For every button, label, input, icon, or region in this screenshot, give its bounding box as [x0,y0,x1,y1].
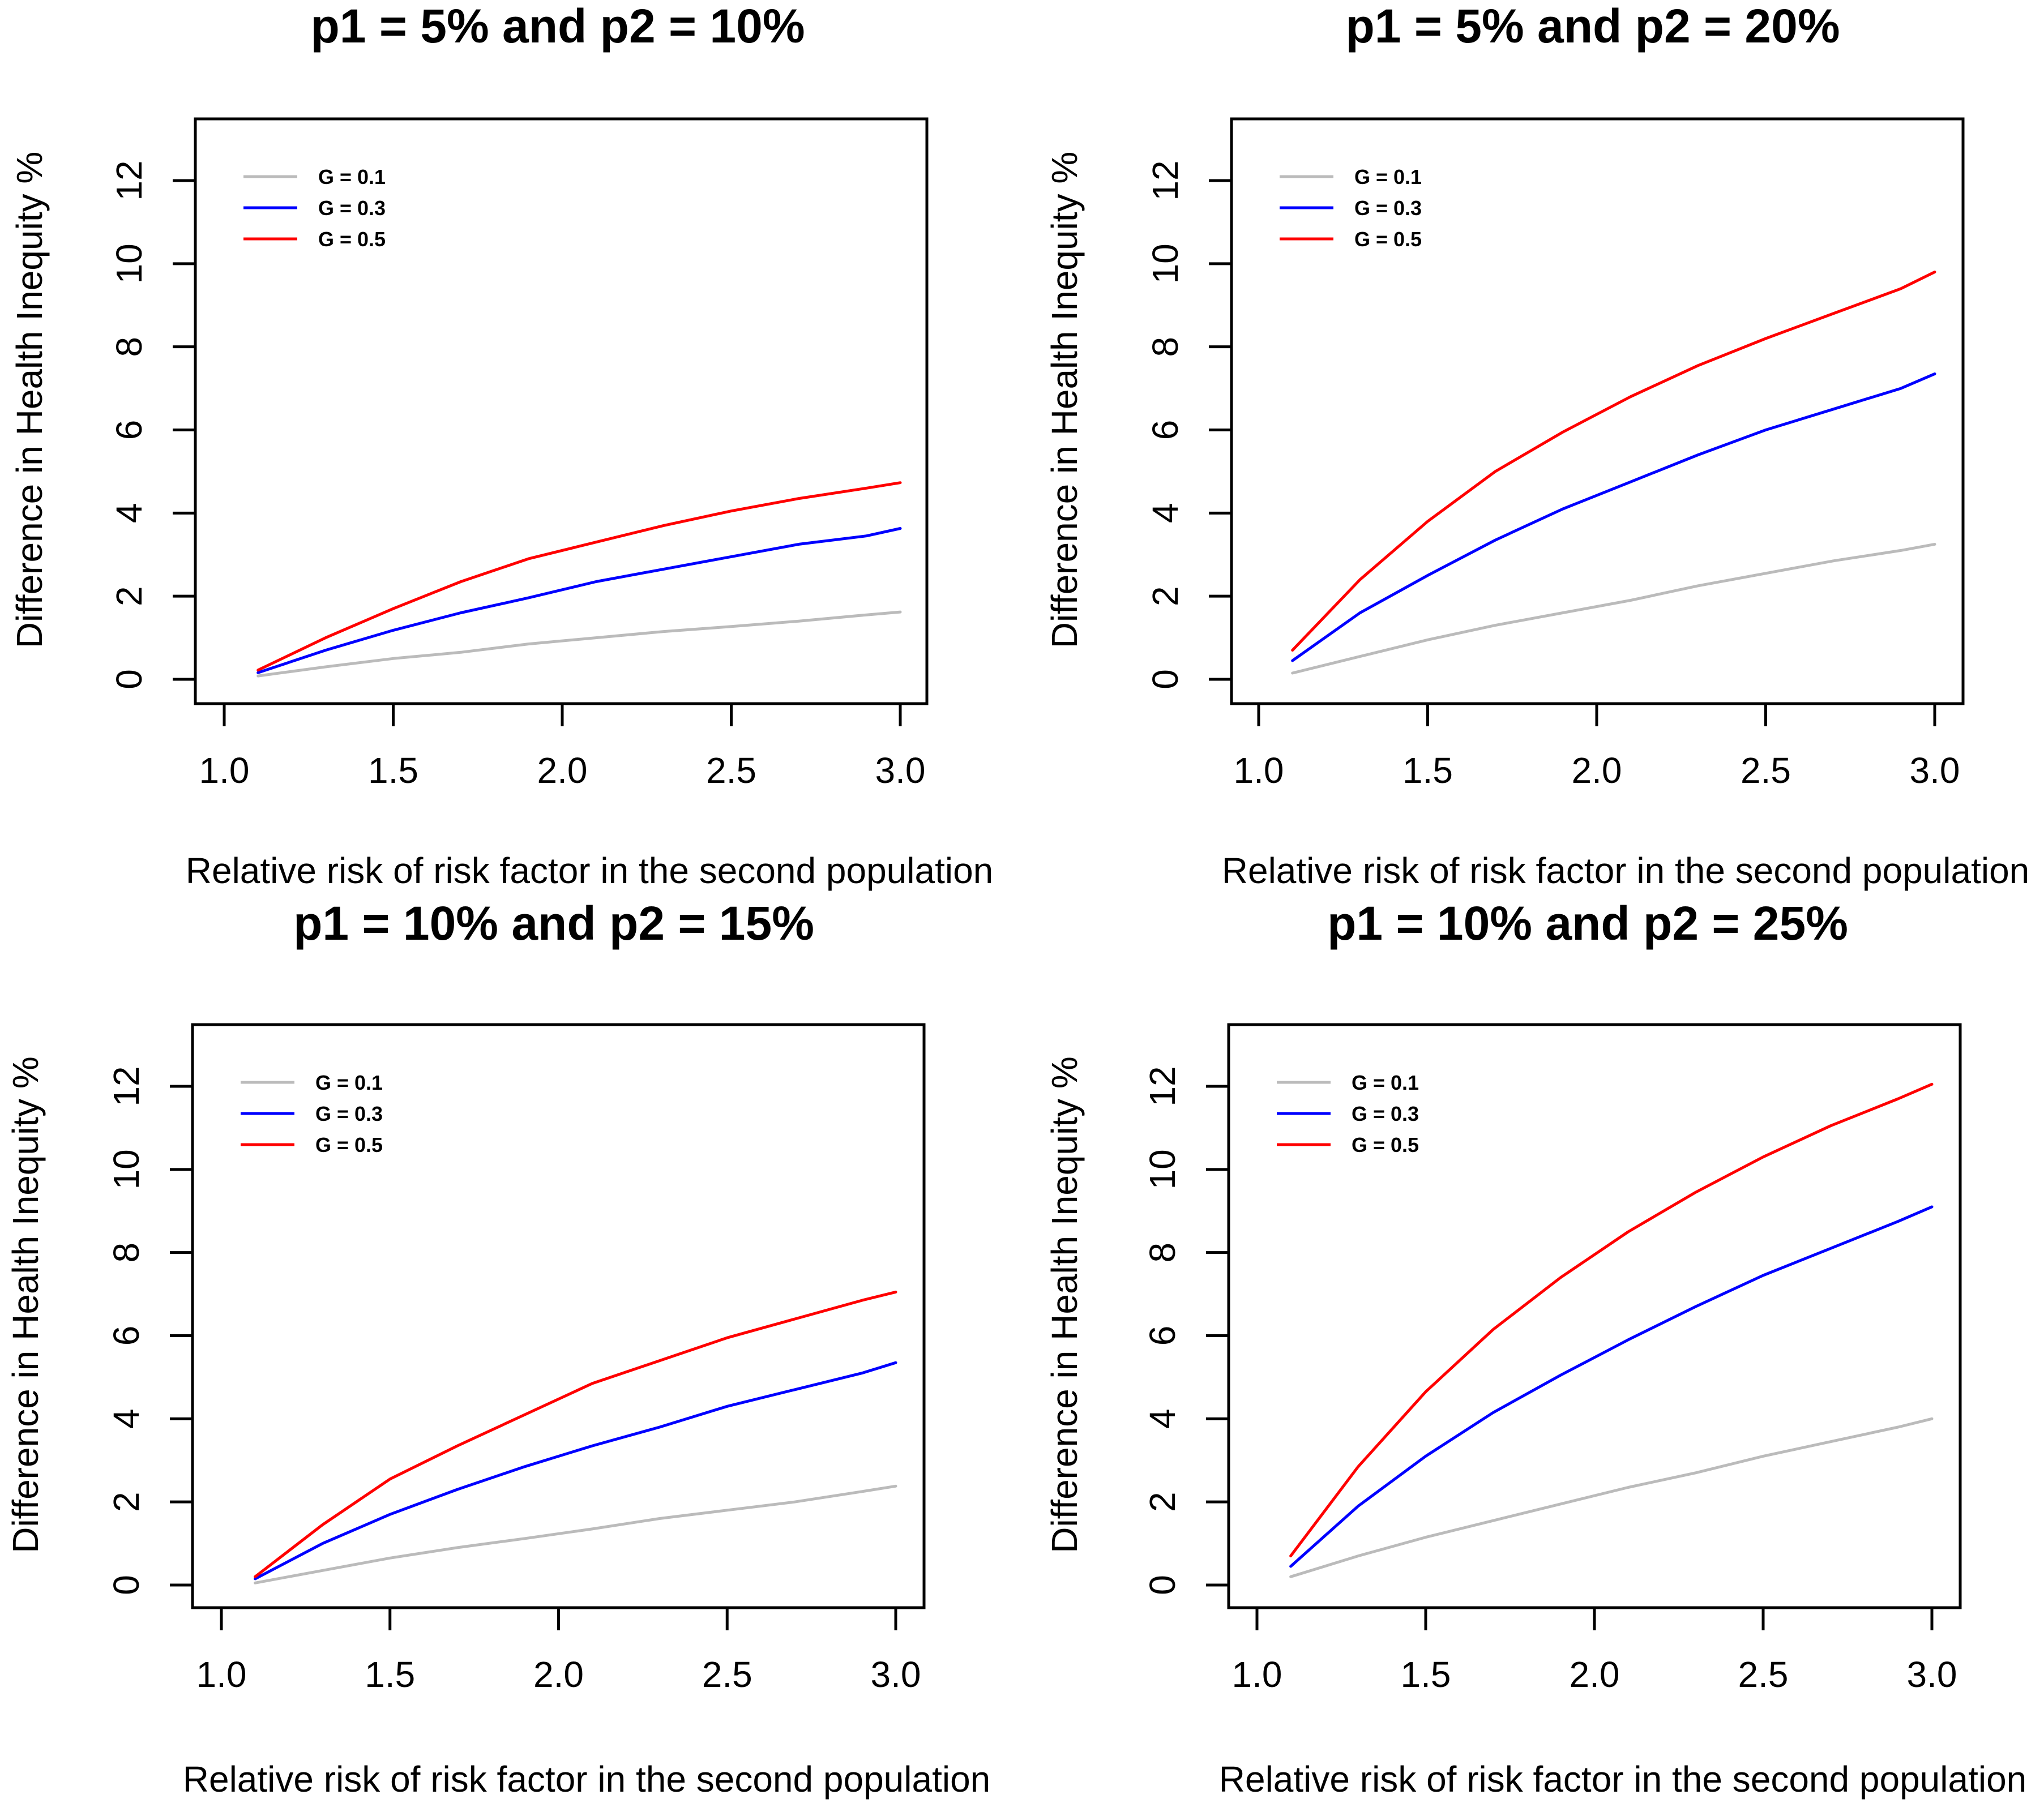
y-tick-label: 12 [1145,160,1186,200]
legend-label: G = 0.3 [315,1102,383,1125]
series-line-g-0-3 [254,1361,897,1581]
chart-panel-2: p1 = 5% and p2 = 20% 1.0 1.5 2.0 2.5 3.0 0 2 4 6 8… [1044,0,2029,891]
legend-label: G = 0.1 [315,1071,383,1094]
y-tick-label: 0 [106,1575,147,1595]
x-tick-label: 3.0 [875,750,926,791]
x-tick-label: 2.0 [1570,1654,1620,1695]
x-tick-label: 1.0 [199,750,250,791]
y-axis-label: Difference in Health Inequity % [1044,152,1085,649]
y-axis-label: Difference in Health Inequity % [1044,1056,1085,1553]
x-tick-label: 1.5 [368,750,418,791]
y-tick-label: 6 [109,420,149,440]
series-line-g-0-1 [254,1484,897,1584]
chart-panel-3: p1 = 10% and p2 = 15% 1.0 1.5 2.0 2.5 3.0 0 2 4 6… [5,897,990,1800]
y-tick-label: 6 [1145,420,1186,440]
series-line-g-0-5 [1289,1082,1934,1558]
y-axis-label: Difference in Health Inequity % [9,152,50,649]
chart-title: p1 = 5% and p2 = 20% [1345,0,1840,53]
x-tick-label: 1.0 [196,1654,247,1695]
x-tick-label: 1.0 [1232,1654,1282,1695]
series-line-g-0-1 [1289,1417,1934,1578]
x-axis-label: Relative risk of risk factor in the seco… [183,1759,991,1800]
y-tick-label: 10 [106,1149,147,1189]
chart-title: p1 = 5% and p2 = 10% [310,0,805,53]
x-tick-label: 2.0 [1572,750,1622,791]
legend-label: G = 0.5 [318,228,386,251]
chart-title: p1 = 10% and p2 = 25% [1327,897,1848,950]
y-tick-label: 8 [106,1243,147,1263]
y-tick-label: 4 [1142,1409,1183,1429]
y-tick-label: 0 [109,669,149,689]
legend-label: G = 0.5 [1352,1133,1419,1157]
series-line-g-0-5 [254,1290,897,1578]
series-line-g-0-3 [1291,372,1936,662]
x-tick-label: 1.5 [1402,750,1453,791]
y-tick-label: 8 [1145,337,1186,357]
y-tick-label: 10 [109,243,149,284]
y-tick-label: 2 [1142,1492,1183,1512]
x-tick-label: 2.0 [533,1654,584,1695]
chart-title: p1 = 10% and p2 = 15% [293,897,814,950]
y-tick-label: 10 [1145,243,1186,284]
y-tick-label: 12 [1142,1066,1183,1106]
legend-label: G = 0.3 [1354,196,1422,220]
y-tick-label: 6 [1142,1326,1183,1346]
y-tick-label: 12 [106,1066,147,1106]
y-tick-label: 10 [1142,1149,1183,1189]
y-tick-label: 6 [106,1326,147,1346]
series-line-g-0-5 [256,481,902,672]
x-tick-label: 2.5 [1741,750,1791,791]
y-tick-label: 2 [109,586,149,606]
x-tick-label: 1.5 [1401,1654,1451,1695]
plot-frame [194,117,929,705]
series-line-g-0-5 [1291,271,1936,652]
x-axis-label: Relative risk of risk factor in the seco… [186,850,994,891]
legend-label: G = 0.5 [1354,228,1422,251]
y-tick-label: 0 [1142,1575,1183,1595]
series-line-g-0-1 [256,610,902,678]
x-tick-label: 2.5 [1738,1654,1789,1695]
legend-label: G = 0.3 [1352,1102,1419,1125]
y-tick-label: 2 [1145,586,1186,606]
x-tick-label: 2.5 [702,1654,752,1695]
x-axis-label: Relative risk of risk factor in the seco… [1222,850,2030,891]
x-tick-label: 2.0 [537,750,588,791]
y-axis-label: Difference in Health Inequity % [5,1056,46,1553]
legend-label: G = 0.3 [318,196,386,220]
series-line-g-0-3 [256,527,902,674]
series-line-g-0-1 [1291,542,1936,675]
legend-label: G = 0.5 [315,1133,383,1157]
x-axis-label: Relative risk of risk factor in the seco… [1219,1759,2027,1800]
y-tick-label: 4 [1145,503,1186,524]
legend-label: G = 0.1 [318,165,386,189]
plot-frame [1227,1023,1962,1609]
x-tick-label: 3.0 [1910,750,1960,791]
x-tick-label: 1.0 [1234,750,1284,791]
series-line-g-0-3 [1289,1205,1934,1568]
y-tick-label: 4 [109,503,149,524]
plot-frame [191,1023,926,1609]
plot-frame [1230,117,1965,705]
chart-panel-1: p1 = 5% and p2 = 10% 1.0 1.5 2.0 2.5 3.0 0 2 4 6 8… [9,0,993,891]
y-tick-label: 0 [1145,669,1186,689]
legend-label: G = 0.1 [1354,165,1422,189]
chart-panel-4: p1 = 10% and p2 = 25% 1.0 1.5 2.0 2.5 3.0 0 2 4 6… [1044,897,2026,1800]
y-tick-label: 8 [1142,1243,1183,1263]
x-tick-label: 3.0 [1907,1654,1957,1695]
legend-label: G = 0.1 [1352,1071,1419,1094]
x-tick-label: 1.5 [365,1654,415,1695]
y-tick-label: 2 [106,1492,147,1512]
y-tick-label: 8 [109,337,149,357]
x-tick-label: 3.0 [871,1654,921,1695]
y-tick-label: 12 [109,160,149,200]
y-tick-label: 4 [106,1409,147,1429]
x-tick-label: 2.5 [706,750,756,791]
